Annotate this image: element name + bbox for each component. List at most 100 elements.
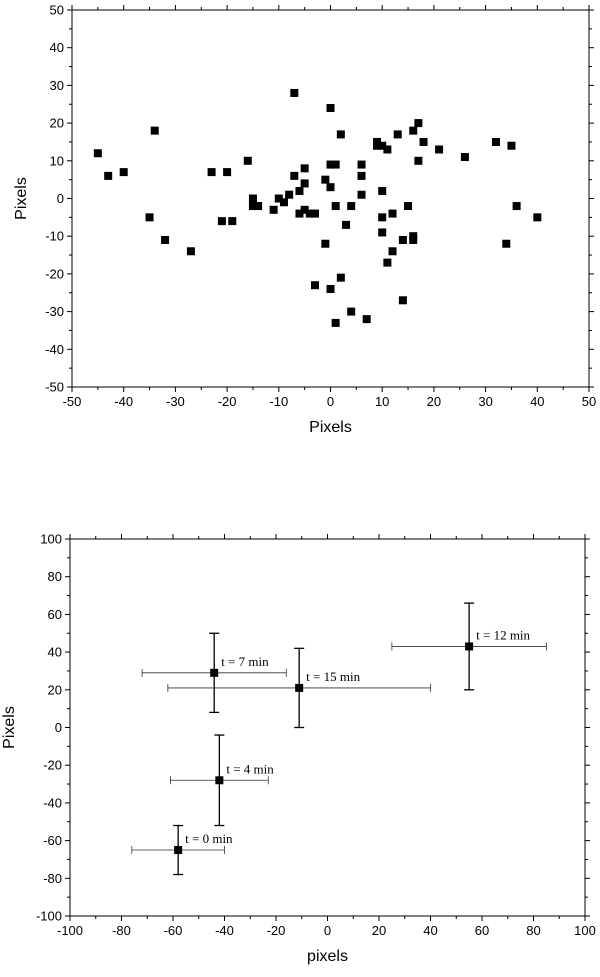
x-tick-label: 0 — [324, 923, 331, 938]
data-point — [228, 217, 237, 226]
y-tick-label: 80 — [48, 569, 62, 584]
y-axis-label: Pixels — [13, 177, 30, 220]
data-point — [248, 202, 257, 211]
data-point — [331, 318, 340, 327]
data-point — [300, 179, 309, 188]
data-point — [414, 119, 423, 128]
data-point — [409, 126, 418, 135]
x-tick-label: 20 — [427, 394, 441, 409]
data-point — [383, 258, 392, 267]
plot-frame — [69, 538, 586, 917]
data-point — [357, 160, 366, 169]
data-point — [310, 209, 319, 218]
data-point — [150, 126, 159, 135]
data-point — [460, 153, 469, 162]
data-point — [93, 149, 102, 158]
data-point — [383, 145, 392, 154]
data-point — [378, 186, 387, 195]
x-tick-label: 10 — [375, 394, 389, 409]
data-point — [414, 156, 423, 165]
y-tick-label: 0 — [55, 720, 62, 735]
data-point — [388, 247, 397, 256]
plot-frame — [71, 9, 590, 388]
data-point — [295, 683, 304, 692]
x-tick-label: 0 — [327, 394, 334, 409]
y-tick-label: -40 — [45, 342, 64, 357]
x-tick-label: -40 — [114, 394, 133, 409]
data-point — [290, 88, 299, 97]
data-point — [279, 198, 288, 207]
x-tick-label: -40 — [215, 923, 234, 938]
y-tick-label: -30 — [45, 304, 64, 319]
x-tick-label: -20 — [218, 394, 237, 409]
data-point — [331, 202, 340, 211]
data-point — [326, 104, 335, 113]
data-point — [300, 205, 309, 214]
data-point — [326, 284, 335, 293]
data-point — [321, 239, 330, 248]
data-point — [331, 160, 340, 169]
data-point — [409, 235, 418, 244]
data-point — [243, 156, 252, 165]
y-tick-label: 40 — [50, 40, 64, 55]
x-tick-label: -50 — [63, 394, 82, 409]
y-tick-label: 60 — [48, 607, 62, 622]
y-tick-label: -80 — [43, 871, 62, 886]
y-tick-label: -60 — [43, 833, 62, 848]
data-point — [491, 137, 500, 146]
data-point — [269, 205, 278, 214]
point-annotation: t = 7 min — [221, 654, 269, 669]
data-point — [404, 202, 413, 211]
data-point — [305, 209, 314, 218]
data-point — [357, 190, 366, 199]
data-point — [373, 141, 382, 150]
y-axis-label: Pixels — [1, 706, 18, 749]
data-point — [336, 130, 345, 139]
data-point — [161, 235, 170, 244]
data-point — [174, 846, 183, 855]
data-point — [223, 168, 232, 177]
data-point — [502, 239, 511, 248]
data-point — [248, 194, 257, 203]
data-point — [347, 202, 356, 211]
y-tick-label: 100 — [40, 532, 62, 547]
data-point — [274, 194, 283, 203]
data-point — [388, 209, 397, 218]
data-point — [336, 273, 345, 282]
data-point — [254, 202, 263, 211]
y-tick-label: -50 — [45, 380, 64, 395]
y-tick-label: 10 — [50, 153, 64, 168]
y-tick-label: 30 — [50, 78, 64, 93]
data-point — [300, 164, 309, 173]
y-tick-label: 0 — [57, 191, 64, 206]
y-tick-label: 50 — [50, 3, 64, 18]
data-point — [326, 183, 335, 192]
x-tick-label: -30 — [166, 394, 185, 409]
data-point — [186, 247, 195, 256]
data-point — [465, 642, 474, 651]
data-point — [362, 315, 371, 324]
data-point — [393, 130, 402, 139]
data-point — [210, 668, 219, 677]
y-tick-label: -10 — [45, 229, 64, 244]
x-axis-label: Pixels — [309, 419, 352, 436]
data-point — [295, 209, 304, 218]
data-point — [533, 213, 542, 222]
y-tick-label: -100 — [36, 909, 62, 924]
x-tick-label: 100 — [574, 923, 596, 938]
data-point — [512, 202, 521, 211]
data-point — [207, 168, 216, 177]
point-annotation: t = 0 min — [185, 831, 233, 846]
y-tick-label: 20 — [48, 682, 62, 697]
data-point — [119, 168, 128, 177]
y-tick-label: -40 — [43, 795, 62, 810]
data-point — [290, 171, 299, 180]
data-point — [215, 776, 224, 785]
data-point — [217, 217, 226, 226]
scatter-chart-top: -50 -40 -30 -20 -10 0 10 20 30 40 50 50 40 30 20 10 0 -10… — [13, 3, 596, 437]
point-annotation: t = 12 min — [476, 627, 530, 642]
x-tick-label: 40 — [423, 923, 437, 938]
data-point — [104, 171, 113, 180]
data-point — [295, 186, 304, 195]
x-axis-label: pixels — [307, 948, 348, 965]
